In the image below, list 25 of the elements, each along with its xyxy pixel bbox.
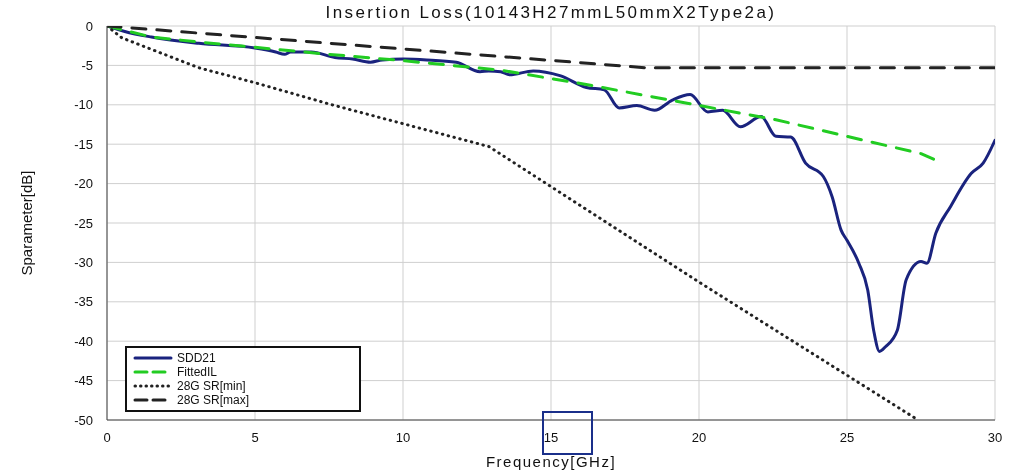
- legend-label: 28G SR[max]: [177, 393, 250, 407]
- y-tick-label: -30: [74, 255, 93, 271]
- y-tick-label: -25: [74, 215, 93, 231]
- legend-label: FittedIL: [177, 365, 218, 379]
- x-tick-label: 20: [691, 430, 707, 446]
- y-tick-label: -45: [74, 373, 93, 389]
- x-tick-label: 10: [395, 430, 411, 446]
- y-tick-label: -15: [74, 136, 93, 152]
- x-axis-title: Frequency[GHz]: [484, 453, 618, 470]
- y-tick-label: 0: [85, 18, 93, 34]
- y-tick-label: -5: [81, 58, 93, 74]
- y-tick-label: -35: [74, 294, 93, 310]
- legend-label: SDD21: [177, 351, 216, 365]
- y-axis-title: Sparameter[dB]: [17, 170, 35, 276]
- y-tick-label: -20: [74, 176, 93, 192]
- y-tick-label: -50: [74, 412, 93, 428]
- legend-label: 28G SR[min]: [177, 379, 246, 393]
- x-tick-label: 30: [987, 430, 1003, 446]
- y-tick-label: -40: [74, 333, 93, 349]
- x-tick-label: 0: [103, 430, 111, 446]
- y-tick-label: -10: [74, 97, 93, 113]
- x-tick-label: 25: [839, 430, 855, 446]
- x-tick-label: 15: [543, 430, 559, 446]
- chart-title: Insertion Loss(10143H27mmL50mmX2Type2a): [324, 3, 778, 23]
- x-tick-label: 5: [251, 430, 259, 446]
